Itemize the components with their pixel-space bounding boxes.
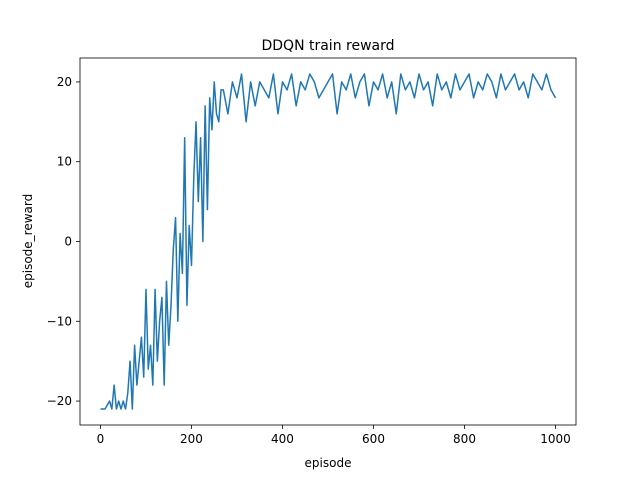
x-tick-label: 400: [271, 432, 294, 446]
y-tick-label: 20: [57, 75, 72, 89]
plot-frame: [79, 57, 577, 426]
chart-title: DDQN train reward: [261, 38, 394, 54]
y-tick-label: −20: [47, 394, 72, 408]
y-tick-label: 0: [64, 235, 72, 249]
x-axis-label: episode: [305, 456, 352, 470]
x-tick-label: 800: [453, 432, 476, 446]
x-tick-label: 200: [180, 432, 203, 446]
x-tick-label: 1000: [540, 432, 571, 446]
x-tick-label: 600: [362, 432, 385, 446]
y-axis-label: episode_reward: [21, 194, 35, 289]
y-tick-label: 10: [57, 155, 72, 169]
y-tick-label: −10: [47, 314, 72, 328]
series-line-0: [100, 73, 557, 410]
x-tick-label: 0: [97, 432, 105, 446]
